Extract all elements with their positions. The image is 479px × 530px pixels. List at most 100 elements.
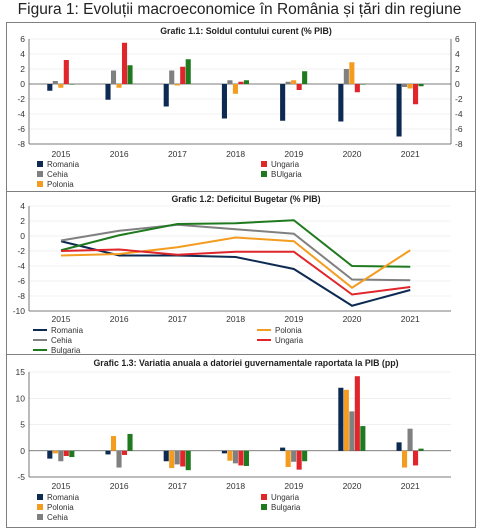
y-tick-label: -2 [17, 94, 25, 104]
bar-polonia-2018 [232, 84, 238, 94]
x-tick-label: 2018 [226, 481, 245, 491]
legend-label: Cehia [47, 170, 68, 179]
x-tick-label: 2019 [284, 314, 303, 324]
bar-romania-2016 [105, 84, 111, 100]
y2-tick-label: 2 [455, 64, 460, 74]
legend-label: Ungaria [271, 493, 300, 502]
bar-cehia-2016 [110, 70, 117, 84]
legend-swatch [261, 494, 267, 500]
y2-tick-label: -8 [455, 139, 463, 149]
legend-swatch [261, 504, 267, 510]
y-tick-label: 4 [20, 49, 25, 59]
bar-bulgaria-2019 [302, 71, 308, 84]
y-tick-label: 5 [20, 420, 25, 430]
y-tick-label: 0 [20, 79, 25, 89]
legend-swatch [37, 504, 43, 510]
bar-cehia-2017 [174, 450, 180, 465]
x-tick-label: 2018 [226, 314, 245, 324]
chart-1-current-account: Grafic 1.1: Soldul contului curent (% PI… [17, 26, 463, 189]
bar-polonia-2019 [291, 80, 297, 84]
bar-ungaria-2020 [354, 376, 360, 451]
legend-label: Romania [47, 493, 80, 502]
bar-ungaria-2017 [180, 450, 186, 467]
bar-polonia-2017 [169, 450, 175, 469]
bar-romania-2021 [396, 442, 402, 451]
bar-polonia-2015 [52, 450, 58, 454]
bar-ungaria-2018 [238, 450, 244, 466]
y-tick-label: 0 [20, 231, 25, 241]
x-tick-label: 2021 [401, 481, 420, 491]
bar-cehia-2016 [116, 450, 122, 468]
x-tick-label: 2015 [52, 314, 71, 324]
bar-polonia-2017 [174, 84, 180, 86]
bar-polonia-2020 [343, 389, 349, 451]
y-tick-label: -6 [17, 124, 25, 134]
bar-polonia-2020 [349, 62, 355, 84]
y-tick-label: -10 [13, 306, 26, 316]
x-tick-label: 2015 [52, 149, 71, 159]
bar-ungaria-2019 [296, 450, 302, 470]
bar-bulgaria-2020 [360, 84, 366, 85]
bar-cehia-2018 [227, 80, 233, 84]
bar-bulgaria-2019 [302, 450, 308, 462]
bar-bulgaria-2016 [127, 433, 133, 451]
y2-tick-label: 0 [455, 79, 460, 89]
legend-swatch [261, 161, 267, 167]
bar-bulgaria-2015 [69, 84, 75, 85]
bar-bulgaria-2021 [418, 448, 424, 451]
y-tick-label: -6 [17, 276, 25, 286]
bar-romania-2019 [280, 447, 286, 451]
x-tick-label: 2018 [226, 149, 245, 159]
y-tick-label: 2 [20, 216, 25, 226]
bar-romania-2017 [163, 84, 169, 107]
x-tick-label: 2020 [343, 481, 362, 491]
line-cehia [60, 223, 411, 282]
y-tick-label: 0 [20, 446, 25, 456]
x-tick-label: 2016 [110, 481, 129, 491]
bar-ungaria-2016 [121, 450, 128, 455]
x-tick-label: 2016 [110, 314, 129, 324]
figure-title: Figura 1: Evoluții macroeconomice în Rom… [17, 1, 462, 18]
bar-cehia-2017 [169, 70, 175, 84]
y-tick-label: -8 [17, 139, 25, 149]
bar-cehia-2018 [232, 450, 238, 464]
chart-panel-2: Grafic 1.2: Deficitul Bugetar (% PIB) 4 2 0… [6, 191, 476, 357]
bar-cehia-2015 [58, 450, 64, 462]
bar-ungaria-2016 [121, 42, 128, 84]
y-tick-label: -2 [17, 246, 25, 256]
y2-tick-label: 6 [455, 34, 460, 44]
bar-polonia-2021 [407, 84, 413, 89]
x-tick-label: 2020 [343, 314, 362, 324]
bar-ungaria-2021 [413, 450, 419, 466]
line-bulgaria [60, 219, 411, 268]
bar-romania-2020 [338, 387, 344, 451]
legend-label: Romania [47, 160, 80, 169]
legend-swatch [37, 494, 43, 500]
bar-bulgaria-2018 [243, 80, 249, 84]
bar-ungaria-2015 [63, 450, 69, 456]
legend-swatch [37, 514, 43, 520]
bar-polonia-2018 [227, 450, 233, 461]
bar-bulgaria-2015 [69, 450, 75, 458]
bar-romania-2015 [47, 450, 53, 459]
chart-panel-1: Grafic 1.1: Soldul contului curent (% PI… [6, 22, 476, 195]
x-tick-label: 2015 [52, 481, 71, 491]
legend-swatch [37, 181, 43, 187]
legend-label: Polonia [47, 503, 74, 512]
bar-bulgaria-2017 [185, 59, 191, 84]
bar-cehia-2019 [291, 450, 297, 462]
bar-cehia-2020 [343, 69, 349, 84]
legend-label: Romania [51, 326, 84, 335]
y-tick-label: 6 [20, 34, 25, 44]
chart-title: Grafic 1.3: Variatia anuala a datoriei g… [93, 358, 398, 368]
legend-label: Cehia [47, 513, 68, 522]
bar-bulgaria-2016 [127, 65, 133, 84]
bar-ungaria-2018 [238, 81, 244, 84]
legend-label: Bulgaria [271, 503, 301, 512]
legend-label: Polonia [275, 326, 302, 335]
bar-cehia-2015 [52, 81, 58, 84]
y2-tick-label: -6 [455, 124, 463, 134]
bar-bulgaria-2021 [418, 84, 424, 87]
x-tick-label: 2019 [284, 149, 303, 159]
